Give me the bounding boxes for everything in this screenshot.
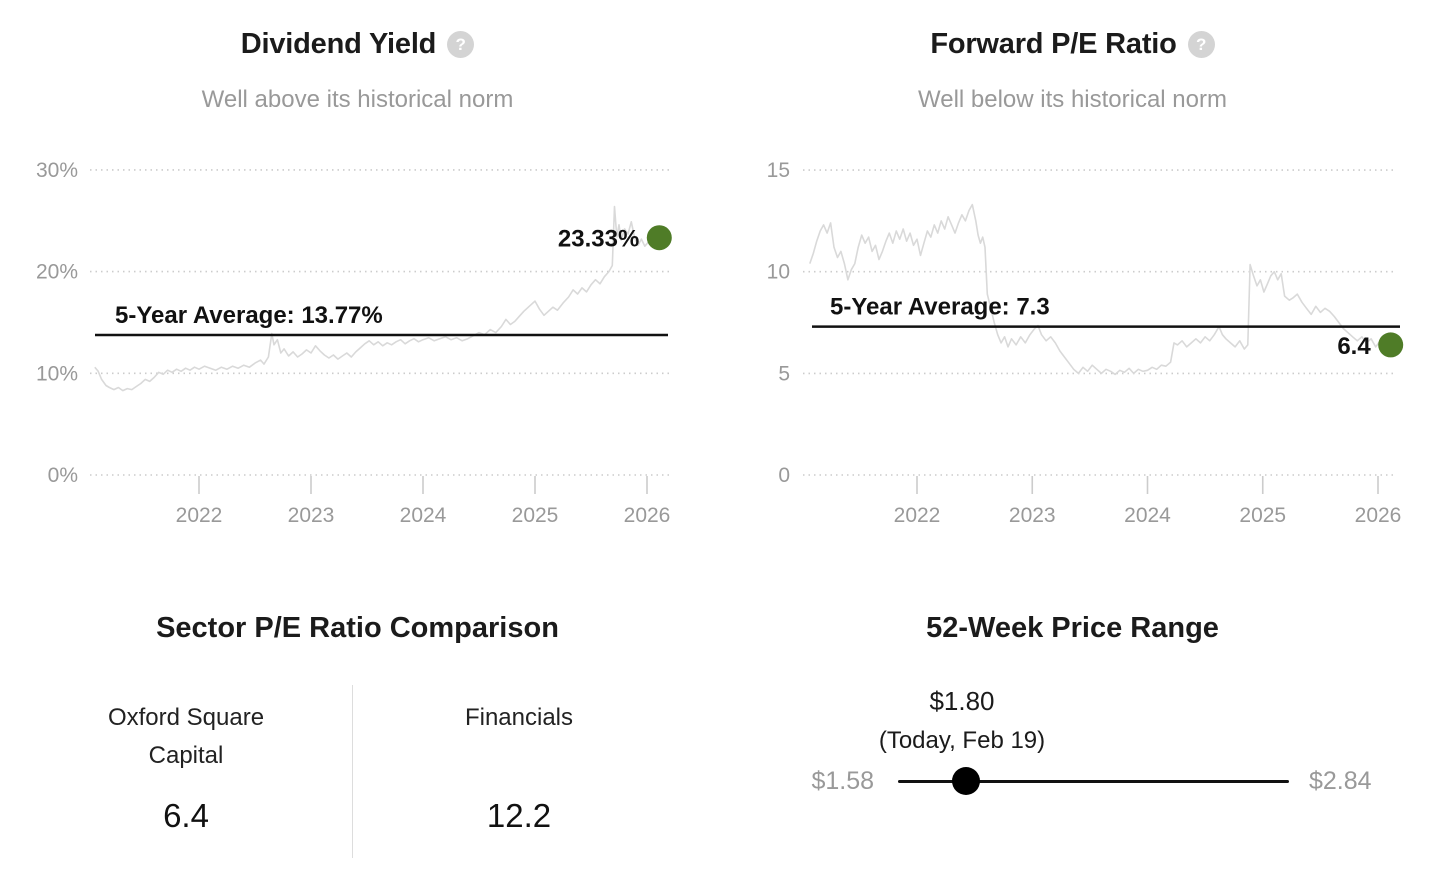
current-value-label: 23.33% bbox=[558, 226, 639, 253]
current-price: $1.80 bbox=[929, 686, 995, 716]
y-tick-label: 20% bbox=[36, 261, 78, 284]
average-label: 5-Year Average: 7.3 bbox=[830, 294, 1050, 321]
current-price-date: (Today, Feb 19) bbox=[878, 727, 1046, 754]
x-tick-label: 2023 bbox=[288, 504, 335, 527]
series-line bbox=[809, 203, 1391, 376]
x-tick-label: 2023 bbox=[1009, 504, 1056, 527]
x-tick-label: 2025 bbox=[1239, 504, 1286, 527]
chart-0: 0% 10% 20% 30% 2022 2023 2024 2025 2026 5-Year Av… bbox=[36, 159, 672, 527]
sector-comparison-table: Oxford Square Capital 6.4 Financials 12.… bbox=[0, 685, 715, 860]
x-tick-label: 2024 bbox=[1124, 504, 1171, 527]
table-cell-company: Oxford Square Capital 6.4 bbox=[36, 699, 336, 835]
x-tick-label: 2026 bbox=[1355, 504, 1402, 527]
forward-pe-subtitle: Well below its historical norm bbox=[918, 86, 1227, 113]
question-mark-icon[interactable]: ? bbox=[447, 31, 475, 58]
x-tick-label: 2024 bbox=[400, 504, 447, 527]
y-tick-label: 0% bbox=[48, 464, 78, 487]
average-label: 5-Year Average: 13.77% bbox=[115, 302, 383, 329]
range-low-label: $1.58 bbox=[811, 767, 874, 795]
x-tick-label: 2022 bbox=[176, 504, 223, 527]
dividend-yield-title: Dividend Yield bbox=[240, 28, 437, 60]
range-high-label: $2.84 bbox=[1309, 767, 1372, 795]
x-tick-label: 2025 bbox=[512, 504, 559, 527]
dividend-yield-header: Dividend Yield ? bbox=[0, 28, 715, 61]
current-value-dot bbox=[1378, 332, 1404, 358]
table-cell-sector: Financials 12.2 bbox=[369, 699, 669, 835]
sector-pe-value: 12.2 bbox=[486, 797, 552, 834]
company-pe-value: 6.4 bbox=[163, 797, 209, 834]
x-tick-label: 2026 bbox=[624, 504, 671, 527]
vertical-divider bbox=[352, 685, 353, 858]
y-tick-label: 5 bbox=[778, 362, 790, 385]
y-tick-label: 0 bbox=[778, 464, 790, 487]
forward-pe-header: Forward P/E Ratio ? bbox=[715, 28, 1430, 61]
y-tick-label: 30% bbox=[36, 159, 78, 182]
price-range-title: 52-Week Price Range bbox=[926, 612, 1219, 644]
series-line bbox=[94, 205, 660, 392]
line-charts-canvas: 0% 10% 20% 30% 2022 2023 2024 2025 2026 5-Year Av… bbox=[36, 159, 1404, 527]
dividend-yield-subtitle: Well above its historical norm bbox=[201, 86, 514, 113]
sector-comparison-title: Sector P/E Ratio Comparison bbox=[156, 612, 559, 644]
price-range-handle[interactable] bbox=[952, 767, 981, 795]
chart-1: 0 5 10 15 2022 2023 2024 2025 2026 5-Year Average… bbox=[767, 159, 1404, 527]
question-mark-icon[interactable]: ? bbox=[1187, 31, 1215, 58]
forward-pe-title: Forward P/E Ratio bbox=[930, 28, 1177, 60]
current-value-dot bbox=[646, 225, 672, 251]
company-name: Oxford Square Capital bbox=[107, 704, 265, 769]
sector-name: Financials bbox=[464, 704, 574, 731]
current-price-callout: $1.80 (Today, Feb 19) bbox=[879, 686, 1045, 755]
x-tick-label: 2022 bbox=[894, 504, 941, 527]
y-tick-label: 15 bbox=[767, 159, 790, 182]
price-range-track bbox=[898, 780, 1289, 783]
current-value-label: 6.4 bbox=[1337, 333, 1371, 360]
y-tick-label: 10% bbox=[36, 362, 78, 385]
y-tick-label: 10 bbox=[767, 261, 790, 284]
